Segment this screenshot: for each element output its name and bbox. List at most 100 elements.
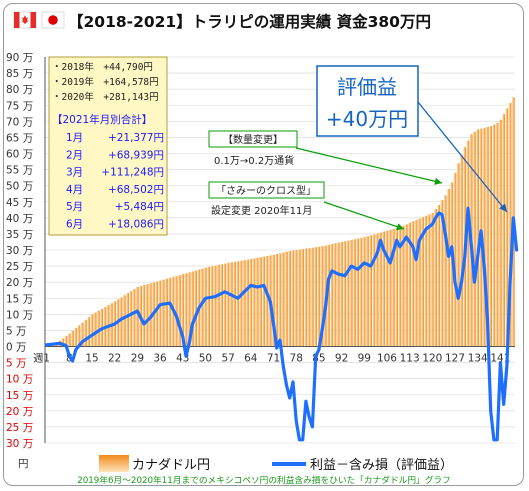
bar xyxy=(353,239,356,347)
bar xyxy=(440,200,444,347)
bar xyxy=(307,248,311,347)
bar xyxy=(184,273,188,347)
stats-month-value: +5,484円 xyxy=(115,201,164,213)
chart-svg: 【2018-2021】トラリピの運用実績 資金380万円 30 万 25 万 20 … xyxy=(6,11,519,486)
bar xyxy=(262,256,266,347)
bar xyxy=(486,126,489,347)
x-axis-ticks: 週 1 8 15 22 29 36 43 50 57 64 71 78 85 92 99 106 113 120 12… xyxy=(33,353,510,365)
y-tick-label: 25 万 xyxy=(6,422,33,434)
bar xyxy=(447,188,450,347)
bar xyxy=(87,317,91,347)
x-tick-label: 15 xyxy=(85,353,98,365)
y-tick-label: 55 万 xyxy=(6,165,33,177)
y-tick-label: 80 万 xyxy=(6,84,33,96)
bar xyxy=(431,213,434,347)
japan-flag-icon xyxy=(41,11,65,29)
bar xyxy=(401,225,405,347)
bar xyxy=(372,234,376,347)
bar xyxy=(142,285,146,347)
bar xyxy=(411,221,415,347)
bar xyxy=(366,236,369,347)
bar xyxy=(288,251,292,347)
setting-change-callout: 「さみーのクロス型」 設定変更 2020年11月 xyxy=(208,181,405,231)
bar xyxy=(255,257,259,347)
y-tick-label: 85 万 xyxy=(6,68,33,80)
bar xyxy=(379,232,382,347)
bar xyxy=(392,228,395,347)
chart-card: 【2018-2021】トラリピの運用実績 資金380万円 30 万 25 万 20 … xyxy=(3,3,524,486)
x-tick-label: 36 xyxy=(153,353,167,365)
bar xyxy=(327,244,330,347)
legend-bar-label: カナダドル円 xyxy=(132,458,210,473)
bar xyxy=(421,217,424,347)
bar xyxy=(174,275,178,347)
bar xyxy=(301,249,305,347)
x-tick-label: 78 xyxy=(290,353,303,365)
bar xyxy=(158,280,162,347)
x-tick-label: 57 xyxy=(221,353,234,365)
profit-line xyxy=(45,206,519,442)
bar xyxy=(375,233,379,347)
bar xyxy=(508,102,512,347)
unrealized-callout: 評価益 +40万円 xyxy=(316,65,508,213)
bar xyxy=(200,268,204,347)
legend-line-label: 利益－含み損（評価益） xyxy=(310,457,453,473)
stats-month-label: 5月 xyxy=(66,201,83,213)
bar xyxy=(80,322,84,347)
bar xyxy=(249,259,253,347)
bar xyxy=(90,314,94,347)
stats-month-value: +68,939円 xyxy=(108,149,164,161)
bar xyxy=(405,224,408,347)
bar xyxy=(61,338,65,347)
stats-box: ・2018年 +44,790円 ・2019年 +164,578円 ・2020年 … xyxy=(48,56,168,236)
bar xyxy=(281,252,285,347)
bar xyxy=(294,250,298,347)
bar xyxy=(495,122,499,347)
bar xyxy=(97,310,100,347)
bar xyxy=(119,297,123,347)
bar xyxy=(126,293,129,347)
y-tick-label: 45 万 xyxy=(6,197,33,209)
stats-month-label: 2月 xyxy=(66,149,83,161)
bar xyxy=(223,263,227,347)
y-tick-label: 65 万 xyxy=(6,132,33,144)
y-tick-label: 70 万 xyxy=(6,116,33,128)
bar xyxy=(395,227,399,347)
bar xyxy=(298,249,301,347)
y-tick-label: 20 万 xyxy=(6,277,33,289)
quantity-change-callout: 【数量変更】 0.1万→0.2万通貨 xyxy=(208,130,443,185)
bar xyxy=(340,241,343,347)
bar xyxy=(443,195,447,347)
bar xyxy=(168,277,172,347)
bar xyxy=(482,127,486,347)
x-tick-label: 71 xyxy=(267,353,280,365)
bar xyxy=(220,264,223,347)
bar xyxy=(136,286,139,347)
y-tick-label: 15 万 xyxy=(6,390,33,402)
x-tick-label: 120 xyxy=(422,353,442,365)
bar xyxy=(304,248,308,347)
bar xyxy=(427,214,431,347)
y-tick-label: 10 万 xyxy=(6,374,33,386)
bar xyxy=(129,291,133,347)
setting-change-title: 「さみーのクロス型」 xyxy=(216,184,316,197)
bar xyxy=(93,312,97,347)
legend-bar-swatch xyxy=(99,455,129,472)
setting-change-detail: 設定変更 2020年11月 xyxy=(211,204,312,217)
x-tick-label: 1 xyxy=(43,353,50,365)
bar xyxy=(466,140,470,347)
bar xyxy=(71,330,74,347)
x-tick-label: 134 xyxy=(468,353,488,365)
unrealized-arrow xyxy=(417,101,508,213)
bar xyxy=(265,256,269,347)
bar xyxy=(236,261,240,347)
bar xyxy=(246,259,249,347)
bar xyxy=(243,260,246,347)
quantity-change-detail: 0.1万→0.2万通貨 xyxy=(214,154,294,167)
footer-note: 2019年6月～2020年11月までのメキシコペソ円の利益含み損をひいた「カナダ… xyxy=(77,474,451,486)
stats-month-label: 3月 xyxy=(66,167,83,179)
bar xyxy=(145,284,149,347)
bar xyxy=(165,278,168,347)
y-tick-label: 20 万 xyxy=(6,406,33,418)
bar xyxy=(359,237,363,347)
